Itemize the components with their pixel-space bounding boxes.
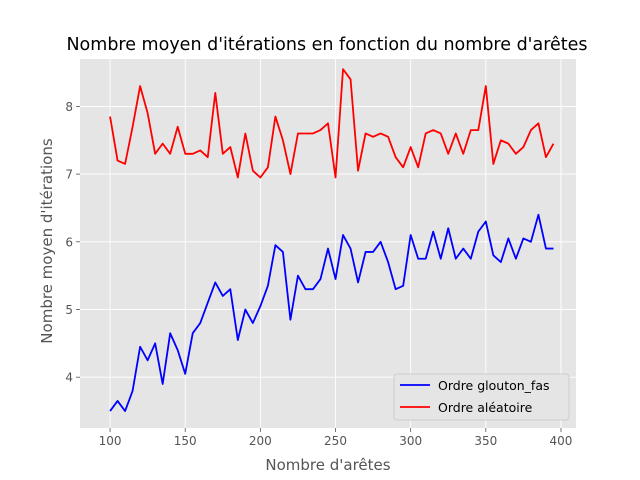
- axis-ticks: 100 150 200 250 300 350 400 4 5 6 7 8: [65, 100, 572, 448]
- series-line-aleatoire: [109, 68, 555, 179]
- x-tick-label: 300: [399, 434, 422, 448]
- x-tick-label: 350: [474, 434, 497, 448]
- legend-box: [393, 373, 570, 421]
- grid: [80, 59, 576, 428]
- x-tick-label: 400: [550, 434, 573, 448]
- plot-area: [80, 59, 576, 428]
- y-axis-label: Nombre moyen d'itérations: [38, 138, 56, 344]
- x-tick-label: 200: [249, 434, 272, 448]
- series-layer: [109, 68, 555, 412]
- x-axis-label: Nombre d'arêtes: [265, 456, 390, 474]
- y-tick-label: 6: [65, 235, 73, 249]
- y-tick-label: 7: [65, 168, 73, 182]
- legend: Ordre glouton_fas Ordre aléatoire: [393, 373, 570, 421]
- x-tick-label: 150: [174, 434, 197, 448]
- legend-label-aleatoire: Ordre aléatoire: [438, 400, 533, 415]
- y-tick-label: 4: [65, 371, 73, 385]
- y-tick-label: 5: [65, 303, 73, 317]
- x-tick-label: 250: [324, 434, 347, 448]
- x-tick-label: 100: [99, 434, 122, 448]
- y-tick-label: 8: [65, 100, 73, 114]
- chart-title: Nombre moyen d'itérations en fonction du…: [66, 35, 587, 55]
- legend-label-glouton: Ordre glouton_fas: [438, 378, 550, 393]
- series-line-glouton: [109, 213, 554, 412]
